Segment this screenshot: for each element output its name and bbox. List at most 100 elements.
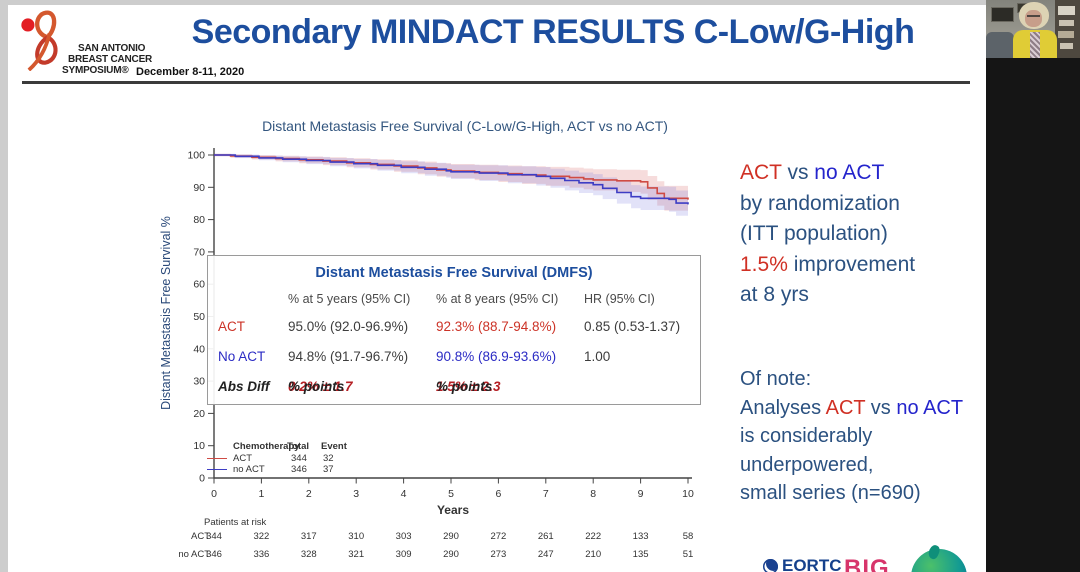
x-tick-label: 4 xyxy=(401,488,407,500)
y-tick-label: 30 xyxy=(193,376,205,388)
y-tick-label: 80 xyxy=(193,214,205,226)
y-tick-label: 20 xyxy=(193,408,205,420)
legend-total: 346 xyxy=(291,464,307,475)
y-tick-label: 70 xyxy=(193,246,205,258)
risk-value: 290 xyxy=(443,531,459,542)
note-segment: at 8 yrs xyxy=(740,283,809,306)
stats-column-header: % at 5 years (95% CI) xyxy=(288,292,411,306)
stats-table-title: Distant Metastasis Free Survival (DMFS) xyxy=(315,265,593,281)
legend-swatch-no-ACT xyxy=(207,469,227,470)
x-tick-label: 3 xyxy=(353,488,359,500)
legend-text: Chemotherapy xyxy=(233,441,300,452)
note-line: (ITT population) xyxy=(740,219,915,250)
x-tick-label: 8 xyxy=(590,488,596,500)
note-segment: 1.5% xyxy=(740,252,788,276)
note-segment: by randomization xyxy=(740,191,900,215)
y-tick-label: 60 xyxy=(193,279,205,291)
sabcs-ribbon-logo xyxy=(21,10,58,71)
risk-value: 328 xyxy=(300,549,317,560)
risk-table-title: Patients at risk xyxy=(204,517,267,528)
note-segment: Of note: xyxy=(740,368,812,390)
dmfs-stats-table: Distant Metastasis Free Survival (DMFS) … xyxy=(207,255,701,405)
risk-row-label: no ACT xyxy=(178,549,210,560)
risk-value: 58 xyxy=(682,531,694,542)
x-tick-label: 5 xyxy=(448,488,454,500)
note-segment: small series (n=690) xyxy=(740,482,921,504)
note-line: small series (n=690) xyxy=(740,479,963,508)
chart-title: Distant Metastasis Free Survival (C-Low/… xyxy=(262,118,668,134)
symposium-date: December 8-11, 2020 xyxy=(136,66,245,78)
eortc-logo: EORTC xyxy=(763,556,842,572)
presenter-face xyxy=(1025,10,1042,27)
symposium-name: SAN ANTONIO BREAST CANCER SYMPOSIUM® xyxy=(62,43,153,76)
presenter-webcam-video[interactable] xyxy=(986,0,1080,58)
legend-total: 344 xyxy=(291,453,307,464)
legend-name: no ACT xyxy=(233,464,265,475)
legend-text: Event xyxy=(321,441,347,452)
y-tick-label: 10 xyxy=(193,440,205,452)
y-tick-label: 40 xyxy=(193,343,205,355)
note-randomization: ACT vs no ACT by randomization (ITT popula… xyxy=(740,158,915,311)
legend-swatch-ACT xyxy=(207,458,227,459)
risk-value: 317 xyxy=(300,531,317,542)
note-line: underpowered, xyxy=(740,451,963,480)
risk-value: 247 xyxy=(537,549,554,560)
presenter-glasses xyxy=(1027,15,1040,18)
bookshelf xyxy=(1055,0,1080,58)
x-axis-label: Years xyxy=(437,503,469,517)
presentation-slide: SAN ANTONIO BREAST CANCER SYMPOSIUM® Dec… xyxy=(8,5,986,572)
note-line: 1.5% improvement xyxy=(740,250,915,281)
risk-value: 133 xyxy=(632,531,649,542)
risk-value: 290 xyxy=(443,549,459,560)
wall-frame-icon xyxy=(991,7,1014,22)
note-segment: vs xyxy=(781,161,815,184)
km-curve-no-ACT xyxy=(214,154,689,205)
big-logo-text: BIG xyxy=(844,555,890,572)
note-line: ACT vs no ACT xyxy=(740,158,915,189)
y-tick-label: 90 xyxy=(193,182,205,194)
x-tick-label: 10 xyxy=(682,488,694,500)
risk-value: 51 xyxy=(682,549,694,560)
patients-at-risk-table: Patients at risk ACT 344 322 317 310 303 290 27… xyxy=(8,5,986,572)
note-line: is considerably xyxy=(740,422,963,451)
note-segment: is considerably xyxy=(740,425,873,447)
risk-row-label: ACT xyxy=(191,531,210,542)
chart-legend: Chemotherapy Total Event ACT 344 32 no ACT 346 3… xyxy=(205,441,375,479)
stats-column-header: % at 8 years (95% CI) xyxy=(436,292,559,306)
x-tick-label: 6 xyxy=(495,488,501,500)
x-tick-label: 2 xyxy=(306,488,312,500)
risk-value: 336 xyxy=(253,549,270,560)
eortc-logo-text: EORTC xyxy=(782,556,842,572)
risk-value: 135 xyxy=(632,549,649,560)
note-segment: no ACT xyxy=(814,161,885,184)
note-line: Analyses ACT vs no ACT xyxy=(740,394,963,423)
note-segment: Analyses xyxy=(740,396,826,419)
note-underpowered: Of note: Analyses ACT vs no ACT is conside… xyxy=(740,365,963,508)
note-segment: ACT xyxy=(825,396,866,419)
y-tick-label: 100 xyxy=(187,150,205,162)
risk-value: 222 xyxy=(585,531,602,542)
stats-row-label: Abs Diff xyxy=(218,379,270,394)
header-divider xyxy=(22,81,970,84)
big-globe-icon xyxy=(911,549,967,572)
x-tick-label: 7 xyxy=(543,488,549,500)
note-segment: vs xyxy=(865,396,897,419)
note-line: at 8 yrs xyxy=(740,280,915,311)
legend-event: 32 xyxy=(323,453,334,464)
risk-value: 261 xyxy=(537,531,554,542)
risk-value: 310 xyxy=(348,531,365,542)
risk-value: 273 xyxy=(490,549,507,560)
risk-value: 322 xyxy=(253,531,270,542)
risk-value: 303 xyxy=(395,531,412,542)
x-tick-label: 0 xyxy=(211,488,217,500)
stats-row-label: ACT xyxy=(218,319,245,334)
stats-column-header: HR (95% CI) xyxy=(584,292,655,306)
risk-value: 210 xyxy=(585,549,602,560)
y-tick-label: 0 xyxy=(199,473,205,485)
eortc-icon xyxy=(763,558,778,572)
x-tick-label: 9 xyxy=(638,488,644,500)
note-line: Of note: xyxy=(740,365,963,394)
slide-title: Secondary MINDACT RESULTS C-Low/G-High xyxy=(191,13,915,51)
video-sidebar xyxy=(986,0,1080,572)
